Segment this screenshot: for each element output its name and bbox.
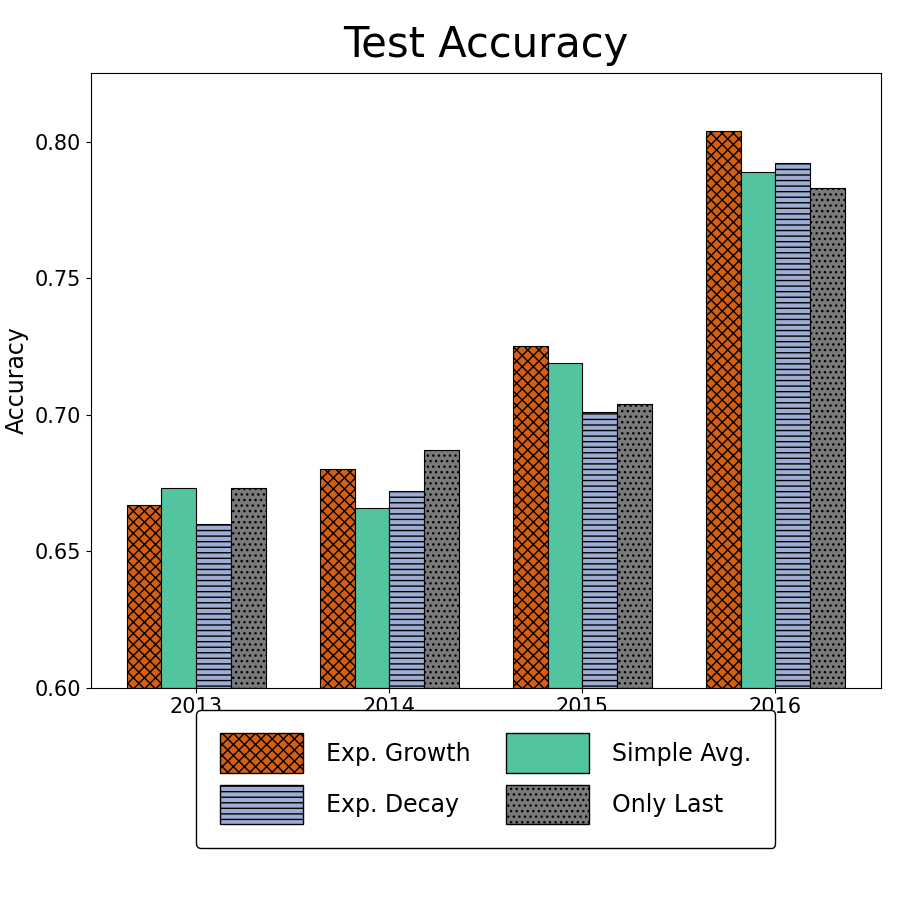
Bar [513,347,548,688]
Legend: Exp. Growth, Exp. Decay, Simple Avg., Only Last: Exp. Growth, Exp. Decay, Simple Avg., On… [196,710,775,848]
Bar [741,171,775,688]
Bar [424,450,459,688]
Bar [127,504,162,688]
Bar [231,489,266,688]
Bar [162,489,196,688]
Bar [810,188,844,688]
Bar [320,470,354,688]
Bar [354,507,390,688]
Bar [582,412,617,688]
Bar [706,131,741,688]
Title: Test Accuracy: Test Accuracy [343,24,628,66]
Bar [390,492,424,688]
Y-axis label: Accuracy: Accuracy [5,326,29,435]
Bar [617,403,652,688]
Bar [548,363,582,688]
Bar [775,163,810,688]
Bar [196,524,231,688]
